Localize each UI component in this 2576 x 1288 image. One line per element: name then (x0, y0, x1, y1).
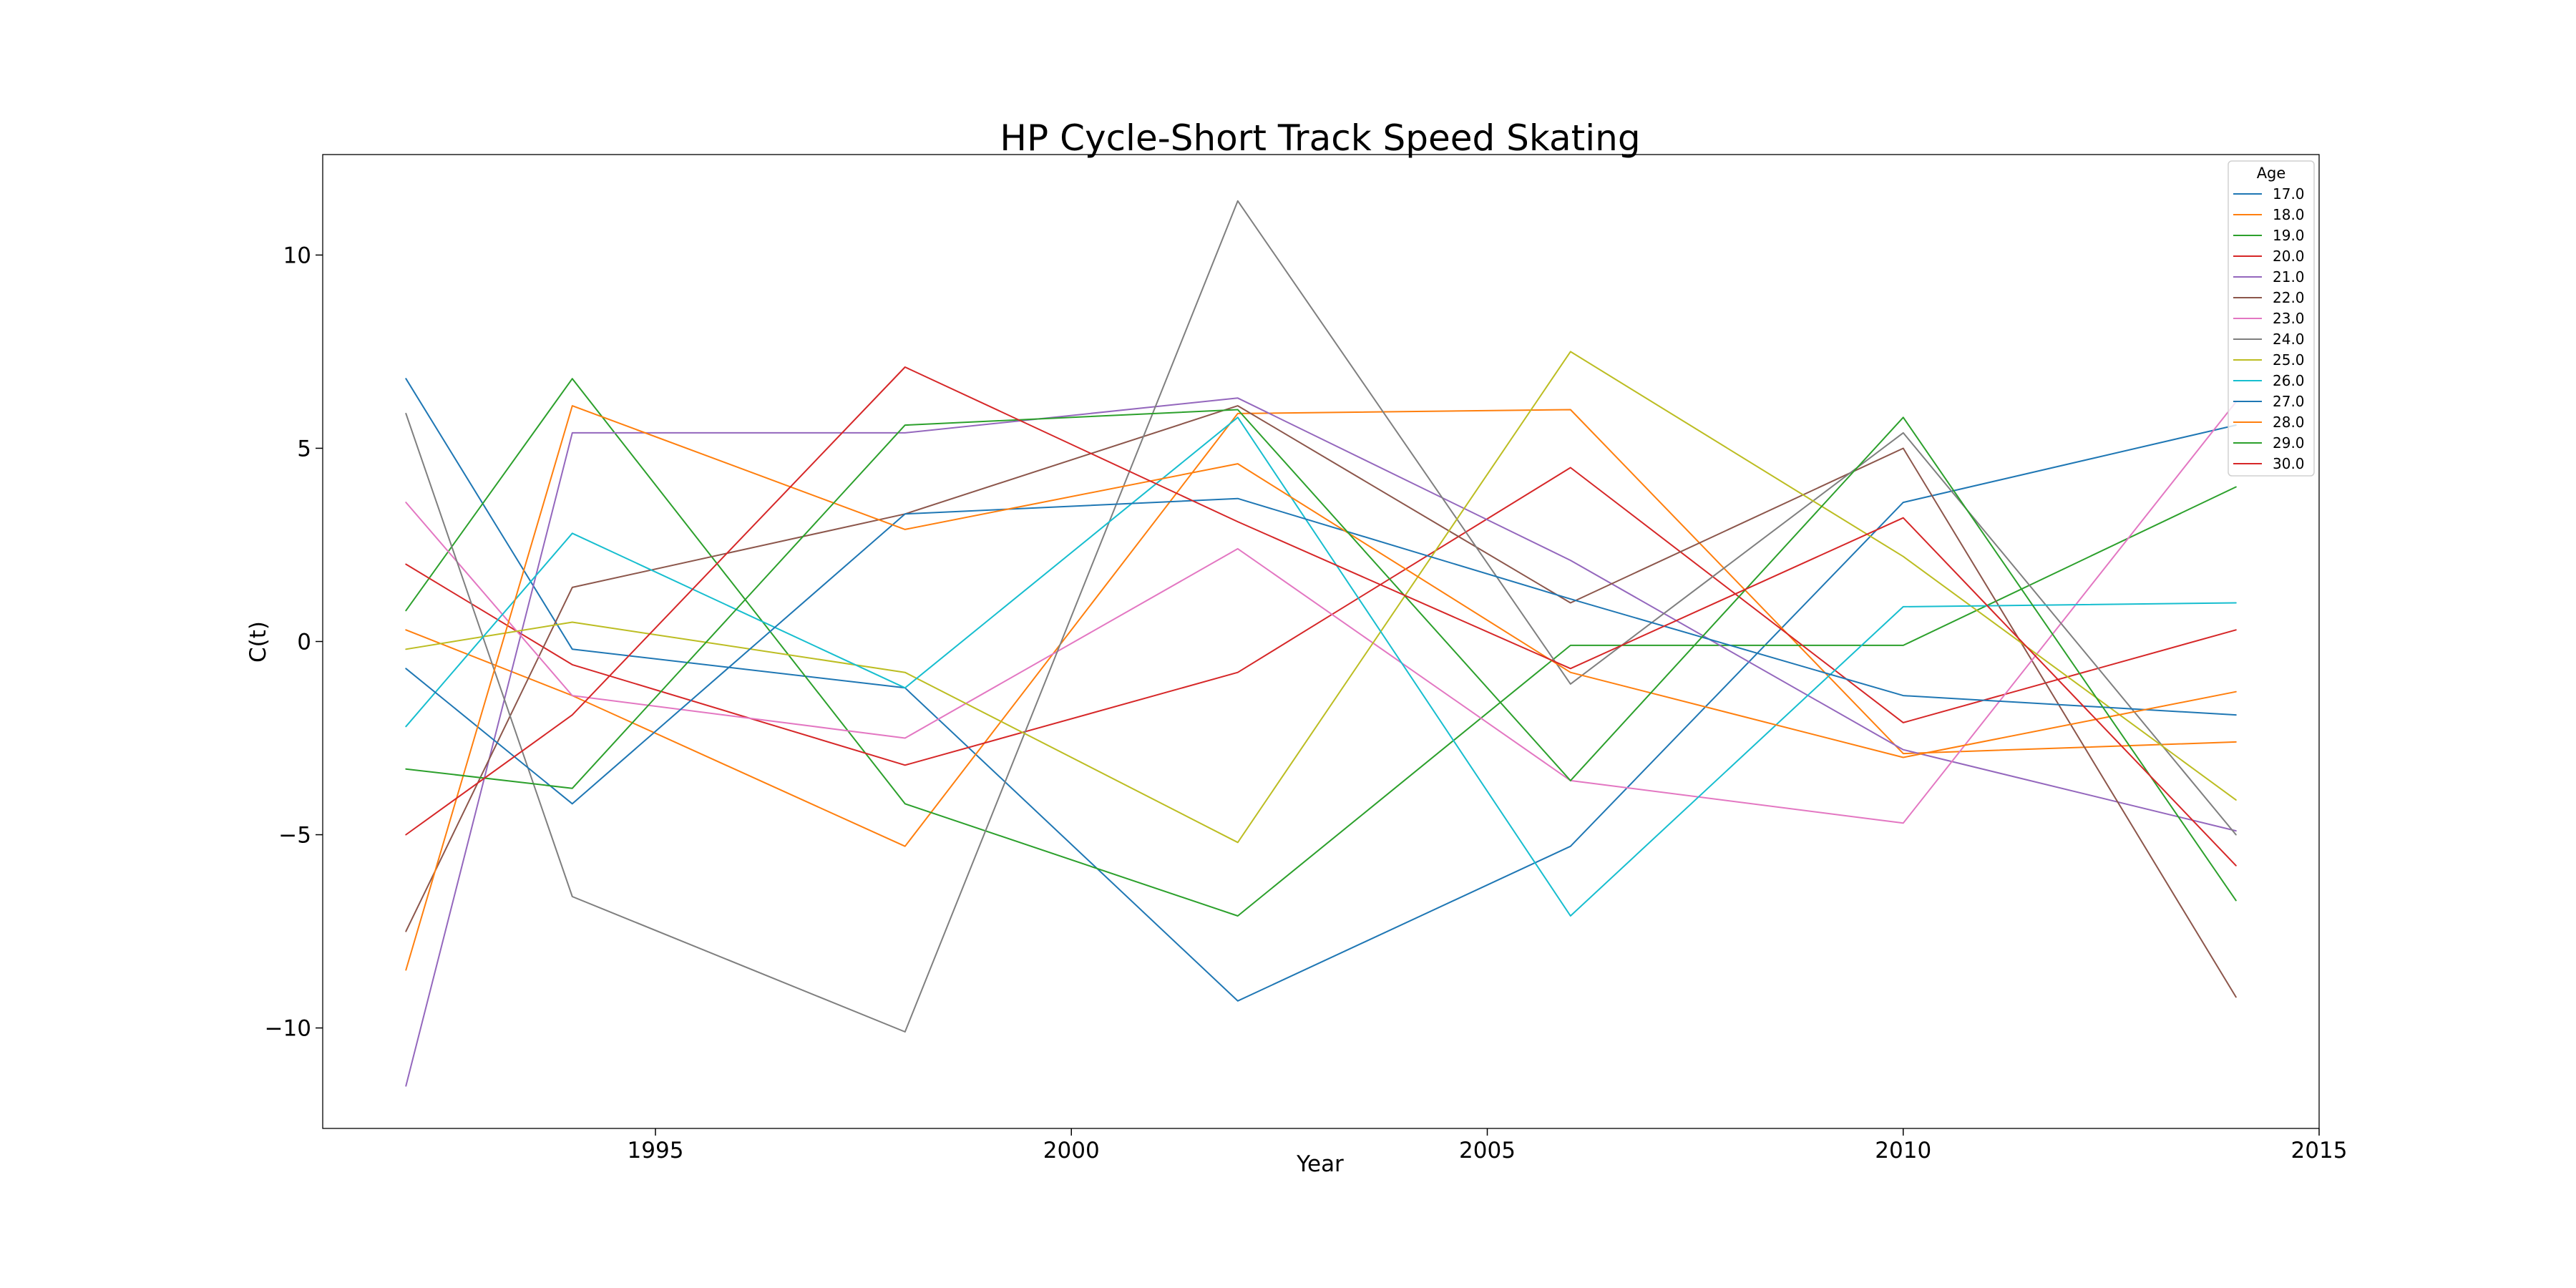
y-tick-label: 5 (297, 436, 311, 462)
series-line-20-0 (405, 467, 2237, 766)
series-line-21-0 (405, 397, 2237, 1087)
legend-label: 17.0 (2273, 185, 2305, 203)
legend-label: 29.0 (2273, 434, 2305, 452)
y-tick-label: 0 (297, 630, 311, 655)
y-tick-label: −10 (265, 1016, 311, 1042)
y-tick-label: 10 (283, 243, 311, 268)
legend-label: 27.0 (2273, 393, 2305, 410)
series-line-29-0 (405, 409, 2237, 902)
series-line-30-0 (405, 366, 2237, 867)
legend-label: 26.0 (2273, 372, 2305, 389)
y-axis-label: C(t) (245, 621, 271, 663)
legend-label: 18.0 (2273, 206, 2305, 223)
series-line-28-0 (405, 405, 2237, 971)
legend-label: 20.0 (2273, 248, 2305, 265)
legend-label: 19.0 (2273, 227, 2305, 244)
series-line-27-0 (405, 497, 2237, 805)
x-axis-label: Year (1296, 1151, 1344, 1177)
series-line-24-0 (405, 200, 2237, 1033)
series-line-23-0 (405, 401, 2237, 824)
series-line-17-0 (405, 378, 2237, 1002)
series-line-19-0 (405, 378, 2237, 917)
y-axis: −10 −5 0 5 10 (265, 243, 323, 1042)
legend-items: 17.0 18.0 19.0 20.0 21.0 22.0 23.0 24.0 25.0 26.0… (2233, 185, 2305, 472)
series-line-26-0 (405, 416, 2237, 917)
legend-box (2228, 160, 2315, 477)
y-tick-label: −5 (278, 823, 311, 849)
series-layer (405, 200, 2237, 1087)
series-line-22-0 (405, 405, 2237, 998)
x-tick-label: 2015 (2291, 1138, 2348, 1163)
chart-title: HP Cycle-Short Track Speed Skating (1000, 117, 1640, 159)
legend-label: 24.0 (2273, 331, 2305, 348)
legend-label: 30.0 (2273, 455, 2305, 472)
x-axis: 1995 2000 2005 2010 2015 (628, 1128, 2348, 1163)
legend: Age 17.0 18.0 19.0 20.0 21.0 22.0 23.0 24.0 25.0… (2228, 160, 2315, 477)
legend-label: 25.0 (2273, 351, 2305, 369)
legend-label: 23.0 (2273, 310, 2305, 327)
x-tick-label: 1995 (628, 1138, 684, 1163)
x-tick-label: 2010 (1875, 1138, 1931, 1163)
x-tick-label: 2005 (1459, 1138, 1516, 1163)
series-line-25-0 (405, 351, 2237, 844)
legend-label: 22.0 (2273, 289, 2305, 306)
x-tick-label: 2000 (1043, 1138, 1100, 1163)
series-line-18-0 (405, 409, 2237, 847)
plot-area (322, 154, 2320, 1129)
legend-label: 21.0 (2273, 268, 2305, 286)
legend-label: 28.0 (2273, 414, 2305, 431)
legend-title: Age (2257, 165, 2286, 182)
